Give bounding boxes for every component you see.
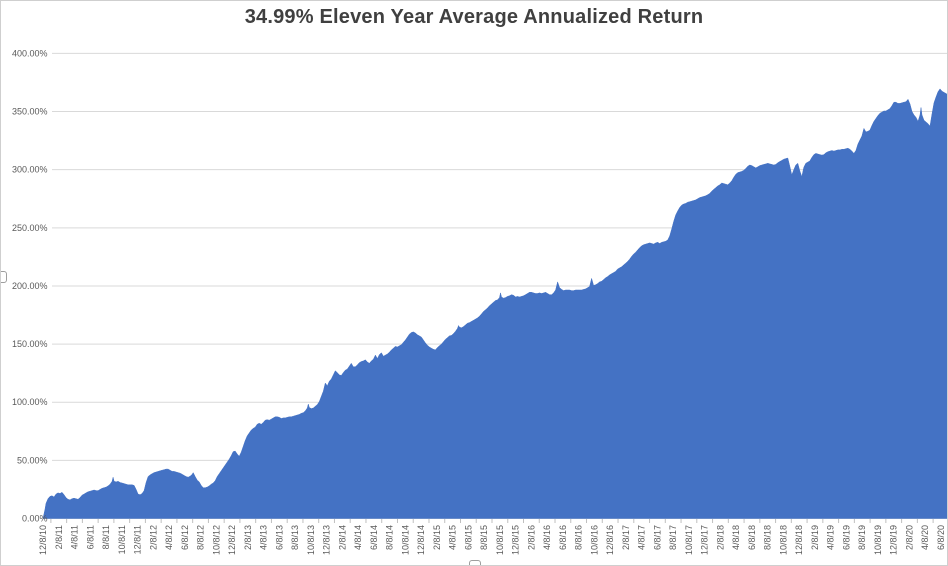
x-axis-label: 12/8/15 <box>511 525 521 555</box>
x-axis-label: 8/8/18 <box>763 525 773 550</box>
x-axis-label: 12/8/11 <box>133 525 143 554</box>
handle-bottom-center[interactable] <box>469 560 481 566</box>
x-axis-label: 10/8/13 <box>306 525 316 555</box>
x-axis-label: 4/8/16 <box>542 525 552 550</box>
y-axis-label: 150.00% <box>12 339 48 349</box>
y-axis-label: 350.00% <box>12 107 48 117</box>
x-axis-label: 4/8/15 <box>448 525 458 550</box>
x-axis-label: 4/8/14 <box>353 525 363 550</box>
y-axis-label: 400.00% <box>12 48 48 58</box>
x-axis-label: 10/8/16 <box>589 525 599 555</box>
y-axis-label: 300.00% <box>12 165 48 175</box>
x-axis-label: 4/8/19 <box>826 525 836 550</box>
x-axis-label: 6/8/14 <box>369 525 379 550</box>
x-axis-label: 2/8/13 <box>243 525 253 550</box>
x-axis-label: 12/8/10 <box>38 525 48 555</box>
x-axis-label: 2/8/11 <box>54 525 64 549</box>
chart-title: 34.99% Eleven Year Average Annualized Re… <box>244 6 704 28</box>
x-axis-label: 4/8/17 <box>637 525 647 550</box>
x-axis-label: 10/8/17 <box>684 525 694 555</box>
x-axis-label: 10/8/11 <box>117 525 127 554</box>
x-axis-label: 6/8/16 <box>558 525 568 550</box>
x-axis-label: 4/8/12 <box>164 525 174 550</box>
x-axis-label: 6/8/19 <box>841 525 851 550</box>
x-axis-label: 2/8/17 <box>621 525 631 550</box>
x-axis-label: 6/8/20 <box>936 525 946 550</box>
x-axis-label: 4/8/20 <box>920 525 930 550</box>
y-axis-label: 50.00% <box>17 455 48 465</box>
handle-left-middle[interactable] <box>0 271 7 283</box>
x-axis-label: 6/8/13 <box>274 525 284 550</box>
x-axis-label: 8/8/19 <box>857 525 867 550</box>
x-axis-label: 2/8/12 <box>148 525 158 550</box>
x-axis-label: 6/8/18 <box>747 525 757 550</box>
x-axis-label: 8/8/11 <box>101 525 111 549</box>
x-axis-label: 8/8/16 <box>574 525 584 550</box>
x-axis-label: 10/8/19 <box>873 525 883 555</box>
x-axis-label: 4/8/11 <box>70 525 80 549</box>
area-series[interactable] <box>42 88 948 519</box>
x-axis-label: 12/8/13 <box>322 525 332 555</box>
x-axis-label: 6/8/12 <box>180 525 190 550</box>
x-axis-label: 12/8/16 <box>605 525 615 555</box>
y-axis-label: 250.00% <box>12 223 48 233</box>
x-axis-label: 8/8/13 <box>290 525 300 550</box>
x-axis-label: 12/8/19 <box>889 525 899 555</box>
x-axis-label: 2/8/16 <box>526 525 536 550</box>
y-axis-label: 200.00% <box>12 281 48 291</box>
x-axis-label: 2/8/14 <box>337 525 347 550</box>
x-axis-label: 10/8/15 <box>495 525 505 555</box>
x-axis-label: 10/8/14 <box>400 525 410 555</box>
x-axis-label: 6/8/15 <box>463 525 473 550</box>
x-axis-label: 8/8/15 <box>479 525 489 550</box>
y-axis-label: 100.00% <box>12 397 48 407</box>
x-axis-label: 8/8/14 <box>385 525 395 550</box>
x-axis-label: 12/8/14 <box>416 525 426 555</box>
x-axis-label: 6/8/17 <box>652 525 662 550</box>
x-axis-label: 4/8/13 <box>259 525 269 550</box>
x-axis-label: 2/8/20 <box>904 525 914 550</box>
x-axis-label: 10/8/12 <box>211 525 221 555</box>
x-axis-label: 12/8/12 <box>227 525 237 555</box>
x-axis-label: 8/8/17 <box>668 525 678 550</box>
x-axis-label: 12/8/18 <box>794 525 804 555</box>
x-axis-label: 4/8/18 <box>731 525 741 550</box>
x-axis-label: 12/8/17 <box>700 525 710 555</box>
x-axis-label: 2/8/19 <box>810 525 820 550</box>
x-axis-label: 6/8/11 <box>85 525 95 549</box>
y-axis-label: 0.00% <box>22 514 48 524</box>
x-axis-label: 8/8/12 <box>196 525 206 550</box>
x-axis-label: 2/8/18 <box>715 525 725 550</box>
x-axis-label: 2/8/15 <box>432 525 442 550</box>
x-axis-label: 10/8/18 <box>778 525 788 555</box>
